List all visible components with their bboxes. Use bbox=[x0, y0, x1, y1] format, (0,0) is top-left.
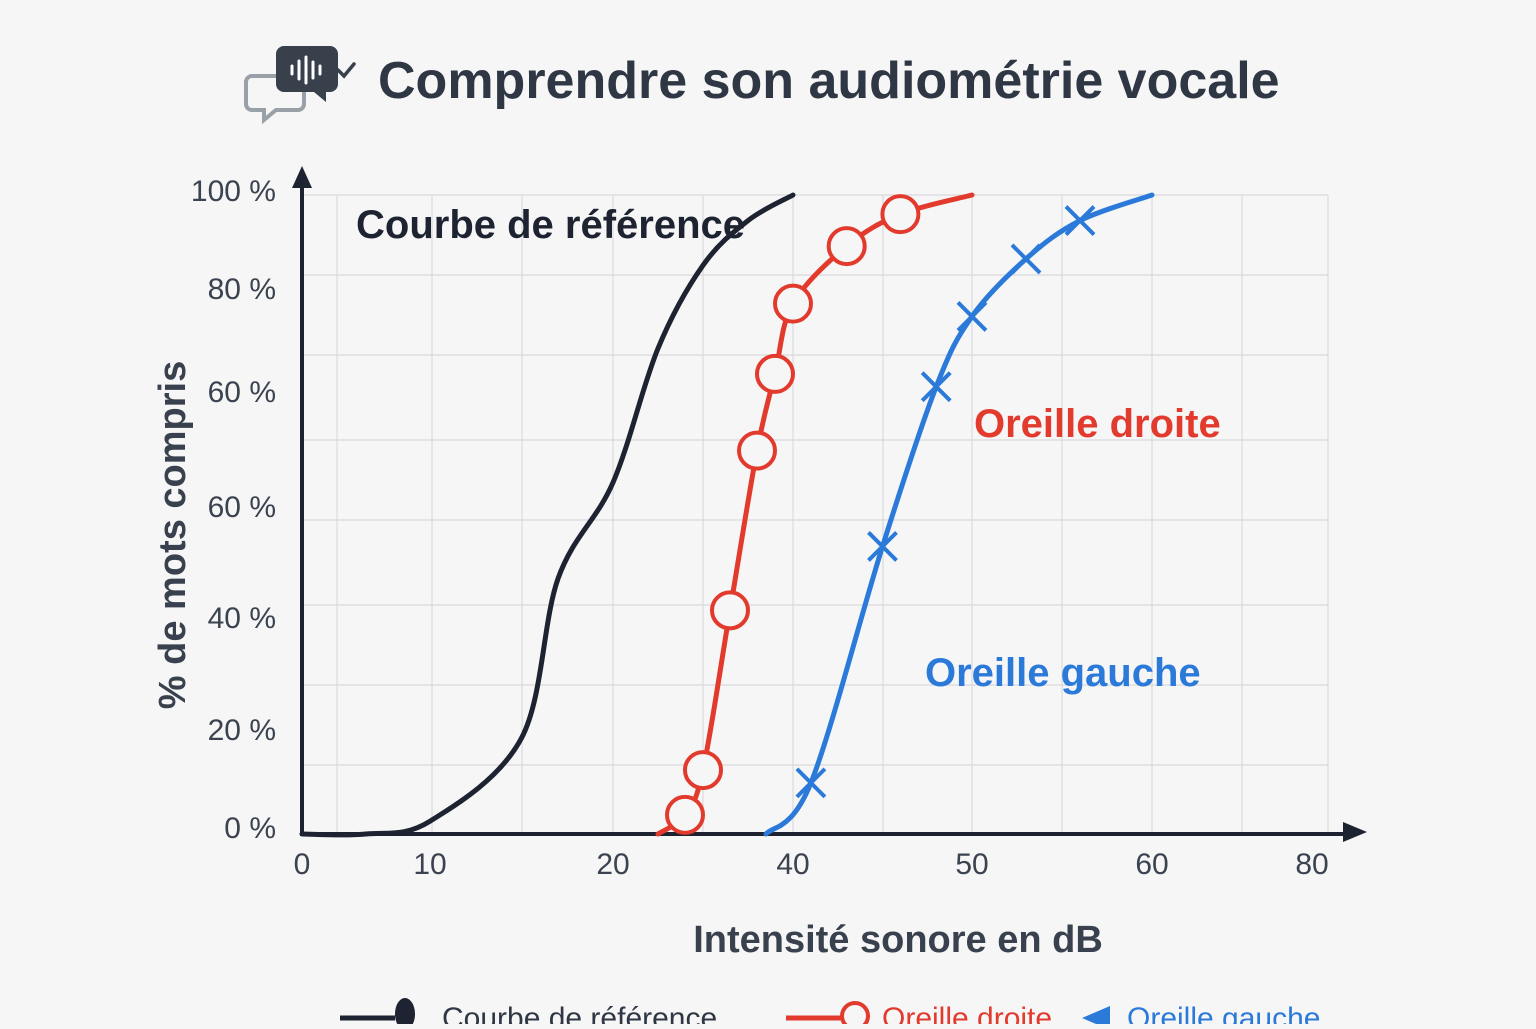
data-point-circle bbox=[665, 794, 705, 835]
data-point-cross bbox=[867, 531, 898, 562]
data-point-circle bbox=[826, 226, 867, 267]
reference-series-label: Courbe de référence bbox=[356, 203, 745, 247]
y-tick-label: 100 % bbox=[191, 175, 276, 208]
x-tick-label: 10 bbox=[413, 848, 446, 881]
y-tick-label: 0 % bbox=[224, 812, 276, 845]
y-tick-label: 80 % bbox=[208, 273, 276, 306]
legend-label-left-ear: Oreille gauche bbox=[1127, 1002, 1320, 1024]
legend-label-reference: Courbe de référence bbox=[442, 1002, 717, 1024]
x-tick-labels: 0 10 20 40 50 60 80 bbox=[294, 848, 1329, 881]
y-axis-title: % de mots compris bbox=[152, 361, 194, 709]
legend-item-left-ear: Oreille gauche bbox=[1082, 1002, 1320, 1029]
y-tick-label: 40 % bbox=[208, 602, 276, 635]
x-axis-title: Intensité sonore en dB bbox=[693, 919, 1103, 961]
triangle-marker-icon bbox=[1082, 1006, 1110, 1029]
data-point-cross bbox=[920, 371, 952, 403]
series-line-3 bbox=[763, 192, 1155, 837]
data-point-circle bbox=[710, 590, 750, 631]
data-point-cross bbox=[1010, 243, 1042, 275]
legend-label-right-ear: Oreille droite bbox=[882, 1002, 1052, 1024]
x-tick-label: 80 bbox=[1295, 848, 1328, 881]
left-ear-series-label: Oreille gauche bbox=[925, 651, 1201, 695]
series-line-1 bbox=[299, 192, 796, 838]
speech-audio-check-icon bbox=[244, 46, 356, 125]
data-point-circle bbox=[755, 353, 795, 394]
y-tick-label: 60 % bbox=[208, 491, 276, 524]
reference-marker-icon bbox=[395, 998, 415, 1029]
x-tick-label: 60 bbox=[1135, 848, 1168, 881]
y-tick-label: 20 % bbox=[208, 714, 276, 747]
data-point-circle bbox=[773, 283, 813, 324]
data-point-circle bbox=[737, 430, 777, 471]
data-point-circle bbox=[880, 194, 921, 235]
right-ear-series-label: Oreille droite bbox=[974, 402, 1221, 446]
y-axis-arrow-icon bbox=[292, 166, 312, 188]
y-tick-labels: 0 % 20 % 40 % 60 % 60 % 80 % 100 % bbox=[191, 175, 276, 845]
page-title: Comprendre son audiométrie vocale bbox=[378, 52, 1280, 110]
x-tick-label: 40 bbox=[776, 848, 809, 881]
axes bbox=[292, 166, 1367, 842]
data-point-cross bbox=[1064, 205, 1096, 236]
data-point-cross bbox=[956, 300, 988, 332]
series-line-2 bbox=[655, 192, 975, 837]
legend: Courbe de référence Oreille droite Oreil… bbox=[340, 998, 1320, 1029]
y-tick-label: 60 % bbox=[208, 376, 276, 409]
x-tick-label: 0 bbox=[294, 848, 311, 881]
x-tick-label: 50 bbox=[955, 848, 988, 881]
x-tick-label: 20 bbox=[596, 848, 629, 881]
series-layer bbox=[299, 192, 1155, 838]
legend-item-right-ear: Oreille droite bbox=[786, 1001, 1052, 1029]
x-axis-arrow-icon bbox=[1343, 822, 1367, 842]
legend-item-reference: Courbe de référence bbox=[340, 998, 717, 1029]
data-point-circle bbox=[683, 750, 723, 791]
grid bbox=[302, 194, 1329, 834]
data-point-cross bbox=[795, 767, 827, 799]
circle-marker-icon bbox=[840, 1001, 870, 1029]
